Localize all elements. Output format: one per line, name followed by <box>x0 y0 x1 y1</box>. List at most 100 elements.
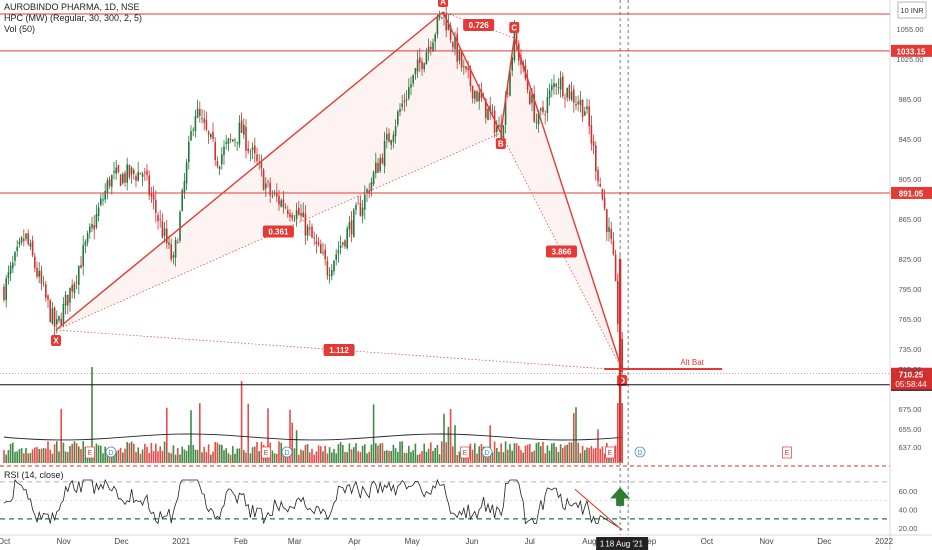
candle-body <box>181 190 183 211</box>
candle-body <box>265 183 267 189</box>
candle-body <box>496 126 498 132</box>
volume-bar <box>203 446 205 463</box>
volume-bar <box>238 448 241 463</box>
candle-body <box>16 246 18 252</box>
ratio-label-3: 1.112 <box>329 346 349 355</box>
candle-body <box>174 239 177 258</box>
volume-bar <box>188 445 190 463</box>
volume-bar <box>533 450 535 463</box>
volume-bar <box>51 453 54 463</box>
candle-body <box>157 215 159 221</box>
candle-body <box>67 294 69 306</box>
candle-body <box>221 154 223 165</box>
candle-body <box>106 180 109 194</box>
candle-body <box>355 204 357 210</box>
candle-body <box>331 270 333 277</box>
volume-bar <box>36 447 38 463</box>
candle-body <box>377 162 379 173</box>
candle-body <box>34 256 36 269</box>
candle-body <box>51 308 54 324</box>
event-label-2: E <box>264 450 269 457</box>
candle-body <box>130 167 133 175</box>
point-label-B: B <box>498 140 504 149</box>
event-label-4: E <box>463 450 468 457</box>
time-tick-8: Jun <box>465 537 478 546</box>
volume-bar <box>379 443 381 463</box>
candle-body <box>581 99 584 117</box>
candle-body <box>155 199 157 213</box>
time-tick-15: 2022 <box>875 537 893 546</box>
volume-bar <box>592 448 595 463</box>
candle-body <box>414 68 417 75</box>
volume-bar <box>31 449 34 463</box>
volume-bar <box>240 381 243 463</box>
candle-body <box>612 240 615 255</box>
volume-bar <box>155 443 157 463</box>
candle-body <box>201 118 203 120</box>
volume-bar <box>106 453 109 463</box>
time-tick-7: May <box>405 537 420 546</box>
rsi-trend-line <box>574 488 623 531</box>
volume-bar <box>192 445 194 463</box>
candle-body <box>487 108 489 120</box>
point-box-X <box>50 335 61 346</box>
rsi-pane <box>0 465 890 531</box>
volume-bar <box>557 452 560 463</box>
event-box-3 <box>281 446 293 458</box>
candle-body <box>370 181 373 192</box>
candle-body <box>553 83 555 88</box>
candle-body <box>531 94 533 103</box>
volume-bar <box>148 453 150 463</box>
candle-body <box>333 260 335 272</box>
volume-bar <box>256 442 258 463</box>
candle-body <box>232 139 234 142</box>
candle-body <box>364 194 366 210</box>
volume-bar <box>302 450 304 463</box>
price-tick-7: 825.00 <box>899 255 922 264</box>
volume-bar <box>520 450 522 463</box>
candle-body <box>410 84 412 88</box>
candle-body <box>335 254 337 261</box>
volume-bar <box>542 441 544 463</box>
event-label-1: D <box>108 450 113 457</box>
candle-body <box>449 25 452 40</box>
ratio-box-1 <box>262 225 294 238</box>
candle-body <box>214 141 216 161</box>
countdown-label: 05:58:44 <box>895 380 927 389</box>
volume-bar <box>474 443 476 463</box>
candle-body <box>617 280 619 324</box>
volume-bar <box>507 449 509 463</box>
volume-bar <box>95 443 98 463</box>
candle-body <box>249 151 252 153</box>
volume-bar <box>342 444 344 463</box>
point-box-B <box>495 138 506 149</box>
volume-bar <box>555 446 557 463</box>
volume-bar <box>295 430 298 463</box>
volume-bar <box>478 446 480 463</box>
volume-bar <box>161 450 164 463</box>
volume-bar <box>5 454 7 463</box>
volume-bar <box>80 449 82 463</box>
candle-body <box>284 207 287 209</box>
volume-bar <box>236 448 238 463</box>
candle-body <box>47 295 49 300</box>
event-box-2 <box>261 446 271 459</box>
volume-bar <box>69 446 71 463</box>
volume-bar <box>97 445 100 463</box>
volume-bar <box>575 407 577 463</box>
volume-bar <box>324 445 326 463</box>
point-box-A <box>438 0 449 7</box>
candle-body <box>306 226 309 236</box>
candle-body <box>390 140 392 145</box>
volume-bar <box>614 445 617 463</box>
candle-body <box>234 139 236 141</box>
volume-bar <box>416 454 419 463</box>
candle-body <box>386 134 388 140</box>
candle-body <box>441 17 443 18</box>
candle-body <box>372 172 375 185</box>
candle-body <box>485 98 487 119</box>
candle-body <box>302 212 304 218</box>
candle-body <box>579 99 582 106</box>
rsi-tick-1: 40.00 <box>899 506 918 515</box>
